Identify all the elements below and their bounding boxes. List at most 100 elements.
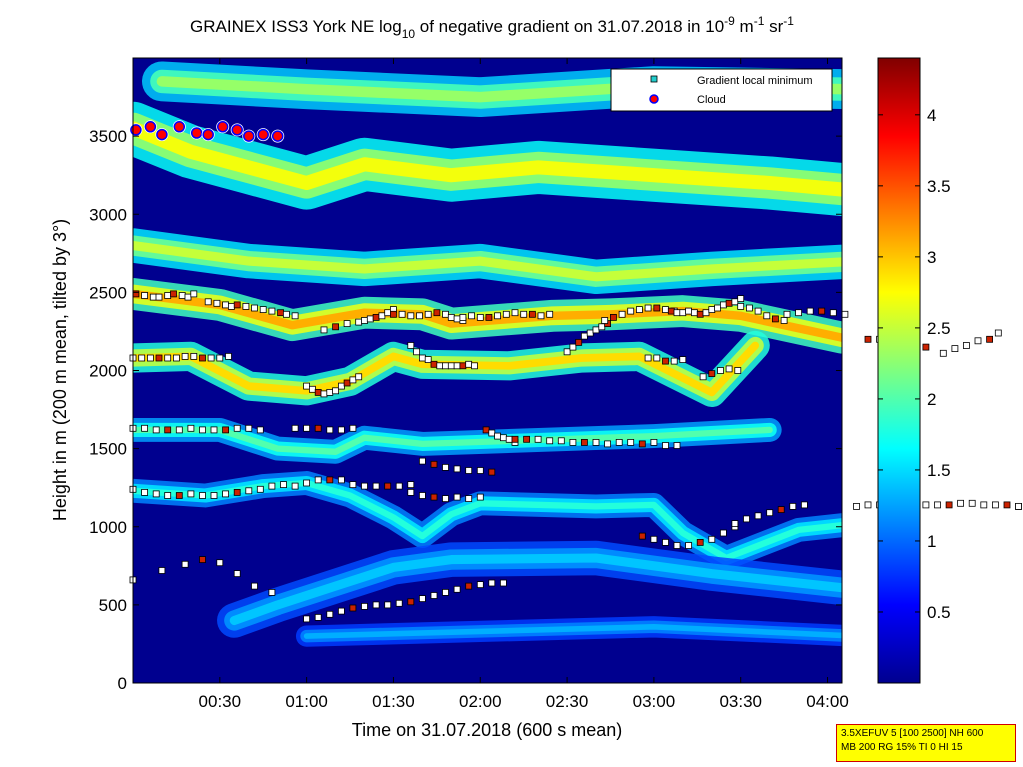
gradient-minimum-point [280, 481, 287, 489]
gradient-minimum-point [465, 495, 473, 503]
gradient-minimum-point [529, 310, 536, 318]
gradient-minimum-point [184, 293, 192, 301]
gradient-minimum-point [604, 440, 611, 448]
gradient-minimum-point [395, 599, 403, 607]
gradient-minimum-point [453, 315, 461, 323]
gradient-minimum-point [337, 607, 345, 615]
gradient-minimum-point [366, 315, 374, 323]
gradient-minimum-point [453, 362, 461, 370]
gradient-minimum-point [488, 579, 496, 587]
gradient-minimum-point [968, 499, 976, 507]
gradient-minimum-point [149, 293, 157, 301]
colorbar-tick-label: 2.5 [927, 319, 951, 338]
cloud-point [257, 128, 269, 141]
gradient-minimum-point [343, 320, 351, 328]
gradient-minimum-point [442, 310, 449, 318]
gradient-minimum-point [152, 490, 160, 498]
gradient-minimum-point [644, 304, 652, 312]
gradient-minimum-point [259, 306, 267, 314]
gradient-minimum-point [187, 490, 195, 498]
gradient-minimum-point [725, 365, 733, 373]
heat-band-core [133, 121, 842, 197]
gradient-minimum-point [743, 515, 750, 523]
colorbar-tick-label: 4 [927, 106, 936, 125]
gradient-minimum-point [225, 352, 232, 360]
gradient-minimum-point [737, 302, 745, 310]
gradient-minimum-point [581, 332, 588, 340]
gradient-minimum-point [1003, 501, 1011, 509]
x-axis: 00:30 01:00 01:30 02:00 02:30 03:00 03:30 04:00 [199, 58, 849, 711]
gradient-minimum-point [155, 354, 163, 362]
y-tick-label: 1500 [89, 440, 127, 459]
cloud-point [202, 128, 214, 141]
gradient-minimum-point [453, 585, 461, 593]
gradient-minimum-point [763, 312, 771, 320]
gradient-minimum-point [418, 492, 426, 499]
gradient-minimum-point [418, 354, 426, 362]
gradient-minimum-point [537, 312, 545, 320]
gradient-minimum-point [488, 429, 496, 437]
gradient-minimum-point [951, 345, 959, 353]
gradient-minimum-point [442, 495, 449, 503]
gradient-minimum-point [326, 426, 334, 434]
gradient-minimum-point [308, 385, 316, 393]
y-axis-label: Height in m (200 m mean, tilted by 3°) [50, 219, 70, 521]
y-axis: 0 500 1000 1500 2000 2500 3000 3500 [89, 127, 842, 693]
gradient-minimum-point [679, 309, 687, 317]
gradient-minimum-point [563, 348, 571, 356]
gradient-minimum-point [291, 424, 299, 432]
gradient-minimum-point [416, 312, 423, 320]
gradient-minimum-point [251, 304, 258, 312]
gradient-minimum-point [720, 529, 727, 537]
gradient-minimum-point [303, 615, 311, 623]
gradient-minimum-point [829, 309, 837, 317]
gradient-minimum-point [696, 310, 704, 318]
gradient-minimum-point [245, 487, 253, 495]
gradient-minimum-point [314, 388, 322, 396]
gradient-minimum-point [586, 329, 594, 337]
gradient-minimum-point [708, 370, 716, 378]
gradient-minimum-point [164, 426, 172, 434]
gradient-minimum-point [424, 356, 432, 364]
gradient-minimum-point [864, 335, 872, 343]
gradient-minimum-point [256, 485, 264, 493]
x-axis-label: Time on 31.07.2018 (600 s mean) [352, 720, 623, 740]
legend-box [610, 68, 833, 112]
gradient-minimum-point [638, 440, 646, 448]
gradient-minimum-point [349, 604, 357, 612]
y-tick-label: 2000 [89, 362, 127, 381]
cloud-point [156, 128, 168, 141]
gradient-minimum-point [453, 465, 461, 473]
x-tick-label: 02:30 [546, 692, 589, 711]
gradient-minimum-point [650, 535, 658, 543]
gradient-minimum-point [499, 434, 507, 442]
gradient-minimum-point [178, 292, 186, 299]
gradient-minimum-point [754, 307, 762, 315]
gradient-minimum-point [789, 502, 797, 510]
gradient-minimum-point [413, 348, 421, 356]
gradient-minimum-point [818, 307, 826, 315]
gradient-minimum-point [190, 290, 198, 298]
gradient-minimum-point [430, 360, 438, 368]
heat-band-core [133, 341, 760, 397]
gradient-minimum-point [395, 482, 403, 490]
gradient-minimum-point [459, 362, 467, 370]
gradient-minimum-point [853, 502, 860, 510]
gradient-minimum-point [337, 382, 345, 390]
colorbar-tick-label: 0.5 [927, 603, 951, 622]
gradient-minimum-point [685, 542, 692, 549]
gradient-minimum-point [737, 295, 745, 303]
gradient-minimum-point [303, 479, 311, 487]
gradient-minimum-point [233, 570, 241, 577]
gradient-minimum-point [546, 310, 554, 318]
gradient-minimum-point [662, 539, 669, 546]
gradient-minimum-point [277, 309, 285, 317]
gradient-minimum-point [447, 313, 455, 321]
gradient-minimum-point [601, 317, 609, 324]
gradient-minimum-point [777, 506, 785, 514]
gradient-minimum-point [650, 438, 658, 446]
gradient-minimum-point [922, 501, 930, 509]
gradient-minimum-point [245, 424, 253, 432]
gradient-minimum-point [187, 424, 195, 432]
gradient-minimum-point [407, 598, 415, 606]
